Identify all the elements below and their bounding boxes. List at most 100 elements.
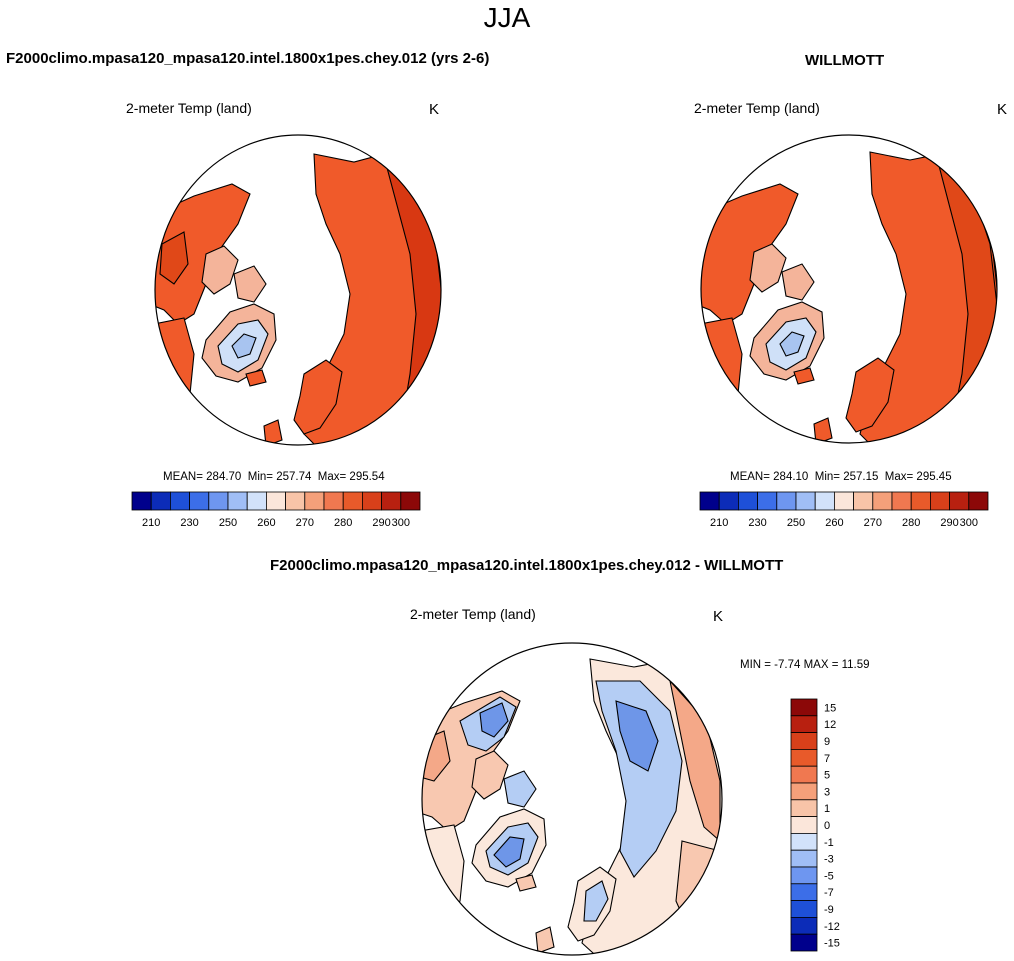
colorbar-swatch [285, 491, 306, 511]
diff-case-title: F2000climo.mpasa120_mpasa120.intel.1800x… [270, 557, 784, 574]
colorbar-tick-label: 260 [825, 517, 843, 529]
colorbar-swatch [790, 933, 818, 952]
diff-land-fill [422, 658, 722, 955]
colorbar-tick-label: -7 [824, 887, 834, 899]
diff-units: K [713, 608, 724, 625]
colorbar-swatch [853, 491, 874, 511]
colorbar-swatch [795, 491, 816, 511]
model-polar-map [154, 134, 442, 446]
colorbar-swatch [790, 832, 818, 851]
obs-stats: MEAN= 284.10 Min= 257.15 Max= 295.45 [730, 471, 952, 483]
obs-min: 257.15 [843, 471, 879, 483]
colorbar-tick-label: 270 [864, 517, 882, 529]
season-title: JJA [483, 2, 531, 33]
obs-case-title: WILLMOTT [805, 52, 885, 69]
colorbar-tick-label: -15 [824, 938, 840, 950]
colorbar-swatch [776, 491, 797, 511]
colorbar-tick-label: 15 [824, 702, 836, 714]
colorbar-tick-label: -3 [824, 854, 834, 866]
colorbar-swatch [208, 491, 229, 511]
colorbar-swatch [170, 491, 191, 511]
colorbar-tick-label: -1 [824, 837, 834, 849]
colorbar-swatch [381, 491, 402, 511]
colorbar-swatch [790, 883, 818, 902]
colorbar-swatch [790, 849, 818, 868]
colorbar-tick-label: 280 [334, 517, 352, 529]
obs-mean: 284.10 [773, 471, 809, 483]
colorbar-tick-label: 3 [824, 786, 830, 798]
model-colorbar: 210 230 250 260 270 280 290 300 [131, 491, 421, 529]
colorbar-tick-label: 230 [180, 517, 198, 529]
model-max: 295.54 [349, 471, 385, 483]
colorbar-swatch [968, 491, 989, 511]
colorbar-swatch [323, 491, 344, 511]
model-mean: 284.70 [206, 471, 242, 483]
colorbar-swatch [929, 491, 950, 511]
colorbar-swatch [400, 491, 421, 511]
colorbar-tick-label: 250 [219, 517, 237, 529]
colorbar-swatch [189, 491, 210, 511]
diff-polar-map [421, 642, 723, 956]
colorbar-swatch [790, 799, 818, 818]
diff-colorbar: 15 12 9 7 5 3 1 0 -1 -3 -5 -7 -9 -12 -15 [790, 698, 840, 952]
colorbar-tick-label: -9 [824, 904, 834, 916]
colorbar-tick-label: 9 [824, 736, 830, 748]
colorbar-tick-label: 260 [257, 517, 275, 529]
map-boundary [154, 134, 442, 446]
model-land-fill [155, 153, 441, 445]
colorbar-swatch [790, 916, 818, 935]
colorbar-tick-label: 300 [392, 517, 410, 529]
colorbar-tick-label: 230 [748, 517, 766, 529]
diff-panel-title: 2-meter Temp (land) [410, 606, 536, 622]
colorbar-swatch [265, 491, 286, 511]
colorbar-swatch [757, 491, 778, 511]
colorbar-tick-label: 210 [710, 517, 728, 529]
colorbar-swatch [872, 491, 893, 511]
colorbar-tick-label: 0 [824, 820, 830, 832]
diff-minmax: MIN = -7.74 MAX = 11.59 [740, 659, 870, 671]
colorbar-tick-label: -5 [824, 870, 834, 882]
obs-panel-title: 2-meter Temp (land) [694, 100, 820, 116]
colorbar-tick-label: 270 [296, 517, 314, 529]
colorbar-swatch [814, 491, 835, 511]
colorbar-swatch [790, 866, 818, 885]
model-units: K [429, 101, 440, 118]
obs-polar-map [700, 134, 998, 444]
colorbar-swatch [790, 732, 818, 750]
colorbar-tick-label: 290 [940, 517, 958, 529]
colorbar-tick-label: 1 [824, 803, 830, 815]
model-panel-title: 2-meter Temp (land) [126, 100, 252, 116]
colorbar-swatch [131, 491, 152, 511]
colorbar-tick-label: -12 [824, 921, 840, 933]
colorbar-swatch [910, 491, 931, 511]
model-case-title: F2000climo.mpasa120_mpasa120.intel.1800x… [6, 50, 490, 67]
colorbar-tick-label: 7 [824, 753, 830, 765]
colorbar-swatch [790, 816, 818, 834]
colorbar-swatch [790, 900, 818, 918]
colorbar-swatch [304, 491, 325, 511]
obs-colorbar: 210 230 250 260 270 280 290 300 [699, 491, 989, 529]
colorbar-swatch [833, 491, 854, 511]
obs-units: K [997, 101, 1008, 118]
model-stats: MEAN= 284.70 Min= 257.74 Max= 295.54 [163, 471, 385, 483]
colorbar-swatch [738, 491, 759, 511]
map-boundary [421, 642, 723, 956]
colorbar-swatch [699, 491, 720, 511]
colorbar-tick-label: 280 [902, 517, 920, 529]
colorbar-swatch [891, 491, 912, 511]
colorbar-tick-label: 290 [372, 517, 390, 529]
colorbar-swatch [790, 749, 818, 767]
obs-max: 295.45 [916, 471, 952, 483]
colorbar-swatch [790, 698, 818, 717]
colorbar-tick-label: 12 [824, 719, 836, 731]
colorbar-swatch [790, 715, 818, 733]
colorbar-tick-label: 300 [960, 517, 978, 529]
map-boundary [700, 134, 998, 444]
colorbar-tick-label: 5 [824, 770, 830, 782]
colorbar-swatch [246, 491, 267, 511]
obs-land-fill [701, 151, 997, 443]
colorbar-swatch [227, 491, 248, 511]
model-min: 257.74 [276, 471, 312, 483]
colorbar-swatch [790, 765, 818, 784]
colorbar-swatch [361, 491, 382, 511]
